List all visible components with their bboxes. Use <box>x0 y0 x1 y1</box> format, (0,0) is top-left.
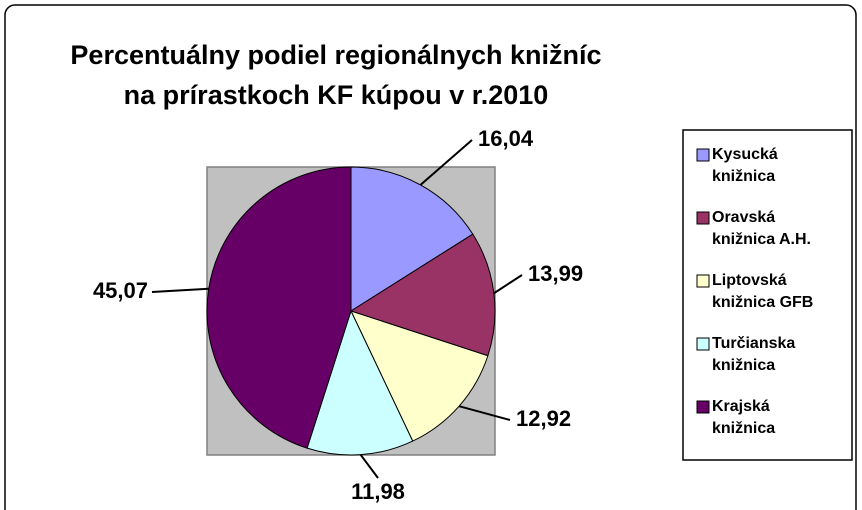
legend-label: Liptovská knižnica GFB <box>712 272 813 311</box>
data-label: 13,99 <box>528 261 583 286</box>
data-label: 12,92 <box>516 406 571 431</box>
pie-slice <box>350 166 474 312</box>
leader-line <box>419 139 473 186</box>
legend-line: knižnica <box>712 420 775 437</box>
legend-swatch <box>696 337 710 351</box>
legend-line: Oravská <box>712 209 775 226</box>
leader-line <box>151 287 209 293</box>
legend-swatch <box>696 274 710 288</box>
leader-line <box>359 454 379 479</box>
legend-label: Turčianska knižnica <box>712 335 795 374</box>
leader-line <box>493 274 523 295</box>
data-label: 16,04 <box>478 126 534 151</box>
pie-slice <box>350 310 489 442</box>
pie-slice <box>349 233 496 357</box>
legend-line: Krajská <box>712 398 770 415</box>
legend-label: Oravská knižnica A.H. <box>712 209 811 248</box>
legend-swatch <box>696 400 710 414</box>
legend-line: knižnica <box>712 357 775 374</box>
data-label: 45,07 <box>93 278 148 303</box>
data-label: 11,98 <box>351 479 405 504</box>
chart-title: na prírastkoch KF kúpou v r.2010 <box>124 80 549 110</box>
legend-line: Kysucká <box>712 146 778 163</box>
pie-slice <box>206 166 352 449</box>
legend-label: Kysucká knižnica <box>712 146 778 185</box>
legend-line: knižnica <box>712 168 775 185</box>
legend-swatch <box>696 211 710 225</box>
legend-line: knižnica GFB <box>712 294 813 311</box>
chart-title: Percentuálny podiel regionálnych knižníc <box>70 40 601 70</box>
legend-label: Krajská knižnica <box>712 398 775 437</box>
legend-line: Liptovská <box>712 272 787 289</box>
legend <box>682 129 853 461</box>
legend-line: knižnica A.H. <box>712 231 811 248</box>
legend-swatch <box>696 148 710 162</box>
legend-line: Turčianska <box>712 335 795 352</box>
leader-line <box>458 405 511 421</box>
pie-slice <box>306 309 414 456</box>
